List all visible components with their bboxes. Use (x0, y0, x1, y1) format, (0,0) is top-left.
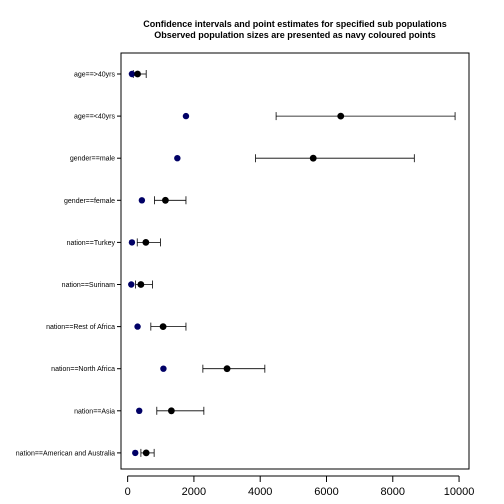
category-label: nation==Surinam (62, 282, 115, 289)
observed-point (128, 281, 135, 288)
observed-point (174, 155, 181, 162)
estimate-point (134, 70, 141, 78)
estimate-point (162, 196, 169, 204)
category-label: gender==female (64, 198, 115, 205)
observed-point (128, 239, 136, 246)
observed-point (136, 407, 143, 414)
estimate-point (142, 239, 150, 246)
category-label: nation==American and Australia (16, 450, 115, 457)
estimate-point (167, 407, 175, 415)
observed-point (160, 365, 167, 372)
category-label: nation==Turkey (67, 240, 116, 247)
observed-point (138, 197, 146, 204)
category-label: nation==Asia (74, 408, 115, 415)
estimate-point (309, 154, 317, 162)
x-tick-label: 10000 (444, 486, 475, 498)
estimate-point (142, 449, 150, 457)
data-marks (128, 70, 456, 457)
category-label: nation==North Africa (51, 366, 115, 373)
chart-title: Confidence intervals and point estimates… (143, 19, 447, 29)
estimate-point (137, 281, 145, 288)
x-tick-label: 2000 (182, 486, 206, 498)
observed-point (128, 70, 136, 78)
estimate-point (337, 112, 345, 120)
estimate-point (223, 365, 231, 373)
x-tick-label: 8000 (381, 486, 405, 498)
category-label: gender==male (70, 156, 115, 163)
x-axis: 0 2000 4000 6000 8000 10000 (125, 475, 475, 498)
chart-subtitle: Observed population sizes are presented … (154, 30, 436, 40)
estimate-point (159, 323, 167, 330)
category-label: nation==Rest of Africa (46, 324, 115, 331)
category-labels: age==>40yrs age==<40yrs gender==male gender… (16, 72, 121, 457)
plot-frame (120, 52, 470, 470)
category-label: age==>40yrs (74, 72, 116, 79)
x-tick-label: 6000 (314, 486, 338, 498)
category-label: age==<40yrs (74, 114, 116, 121)
x-tick-label: 4000 (248, 486, 272, 498)
observed-point (134, 323, 141, 330)
x-tick-label: 0 (125, 486, 131, 498)
observed-point (132, 449, 139, 457)
observed-point (182, 112, 190, 120)
